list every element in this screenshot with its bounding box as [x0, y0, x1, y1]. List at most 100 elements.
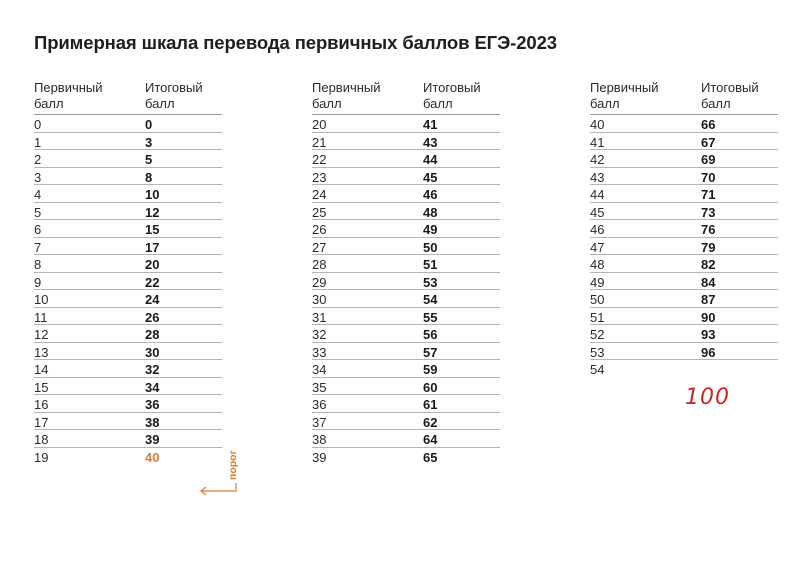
primary-score: 38: [312, 432, 327, 447]
primary-score: 46: [590, 222, 605, 237]
primary-score: 22: [312, 152, 327, 167]
header-primary: Первичный балл: [590, 80, 659, 111]
table-row: 16 36: [34, 395, 222, 413]
primary-score: 23: [312, 169, 327, 185]
page-title: Примерная шкала перевода первичных балло…: [34, 32, 557, 53]
table-rows: 40 66 41 67 42 69 43 70 44 71 45 73 46 76 47 79 48 82 49 84…: [590, 114, 778, 378]
final-score: 24: [145, 292, 160, 307]
table-row: 23 45: [312, 168, 500, 185]
table-row: 36 61: [312, 395, 500, 413]
final-score: 3: [145, 134, 153, 150]
final-score: 41: [423, 117, 438, 132]
final-score: 45: [423, 169, 438, 185]
table-row: 35 60: [312, 378, 500, 395]
table-row: 29 53: [312, 273, 500, 290]
table-row: 41 67: [590, 133, 778, 150]
final-score: 79: [701, 239, 716, 255]
table-row: 51 90: [590, 308, 778, 325]
primary-score: 12: [34, 327, 49, 342]
table-row: 48 82: [590, 255, 778, 273]
table-row: 49 84: [590, 273, 778, 290]
final-score: 59: [423, 362, 438, 377]
table-row: 13 30: [34, 343, 222, 360]
primary-score: 52: [590, 327, 605, 342]
table-row: 12 28: [34, 325, 222, 343]
table-row: 30 54: [312, 290, 500, 308]
primary-score: 39: [312, 449, 327, 465]
final-score: 40: [145, 449, 160, 465]
primary-score: 48: [590, 257, 605, 272]
primary-score: 45: [590, 204, 605, 220]
final-score: 26: [145, 309, 160, 325]
table-row: 10 24: [34, 290, 222, 308]
table-row: 19 40: [34, 448, 222, 466]
primary-score: 2: [34, 152, 42, 167]
final-score: 0: [145, 117, 153, 132]
primary-score: 9: [34, 274, 42, 290]
final-score: 87: [701, 292, 716, 307]
table-row: 50 87: [590, 290, 778, 308]
primary-score: 36: [312, 397, 327, 412]
primary-score: 27: [312, 239, 327, 255]
final-score: 12: [145, 204, 160, 220]
table-row: 33 57: [312, 343, 500, 360]
final-score: 15: [145, 222, 160, 237]
final-score: 39: [145, 432, 160, 447]
table-header: Первичный балл Итоговый балл: [34, 80, 222, 114]
table-row: 45 73: [590, 203, 778, 220]
threshold-arrow-icon: [200, 483, 237, 496]
table-rows: 0 0 1 3 2 5 3 8 4 10 5 12 6 15 7 17 8 20 9 22 10 24 11 26 12 28 13…: [34, 114, 222, 465]
primary-score: 41: [590, 134, 605, 150]
table-row: 47 79: [590, 238, 778, 255]
primary-score: 0: [34, 117, 42, 132]
final-score: 61: [423, 397, 438, 412]
primary-score: 4: [34, 187, 42, 202]
table-row: 53 96: [590, 343, 778, 360]
final-score: 30: [145, 344, 160, 360]
primary-score: 47: [590, 239, 605, 255]
table-row: 20 41: [312, 115, 500, 133]
final-score: 48: [423, 204, 438, 220]
final-score: 22: [145, 274, 160, 290]
final-score: 10: [145, 187, 160, 202]
final-score: 70: [701, 169, 716, 185]
primary-score: 43: [590, 169, 605, 185]
table-row: 5 12: [34, 203, 222, 220]
score-table-2: Первичный балл Итоговый балл 20 41 21 43 22 44 2…: [312, 80, 500, 465]
score-table-3: Первичный балл Итоговый балл 40 66 41 67 42 69 4…: [590, 80, 778, 378]
primary-score: 31: [312, 309, 327, 325]
table-row: 39 65: [312, 448, 500, 466]
primary-score: 18: [34, 432, 49, 447]
final-score: 57: [423, 344, 438, 360]
final-score: 32: [145, 362, 160, 377]
primary-score: 24: [312, 187, 327, 202]
final-score: 28: [145, 327, 160, 342]
final-score: 49: [423, 222, 438, 237]
final-score: 71: [701, 187, 716, 202]
primary-score: 7: [34, 239, 42, 255]
table-row: 15 34: [34, 378, 222, 395]
primary-score: 8: [34, 257, 42, 272]
header-final: Итоговый балл: [145, 80, 203, 111]
primary-score: 40: [590, 117, 605, 132]
final-score: 65: [423, 449, 438, 465]
table-row: 34 59: [312, 360, 500, 378]
primary-score: 26: [312, 222, 327, 237]
final-score: 73: [701, 204, 716, 220]
table-row: 52 93: [590, 325, 778, 343]
table-row: 18 39: [34, 430, 222, 448]
final-score: 43: [423, 134, 438, 150]
primary-score: 35: [312, 379, 327, 395]
primary-score: 21: [312, 134, 327, 150]
final-score: 34: [145, 379, 160, 395]
primary-score: 33: [312, 344, 327, 360]
primary-score: 10: [34, 292, 49, 307]
table-row: 17 38: [34, 413, 222, 430]
table-row: 27 50: [312, 238, 500, 255]
table-header: Первичный балл Итоговый балл: [590, 80, 778, 114]
primary-score: 51: [590, 309, 605, 325]
table-row: 32 56: [312, 325, 500, 343]
